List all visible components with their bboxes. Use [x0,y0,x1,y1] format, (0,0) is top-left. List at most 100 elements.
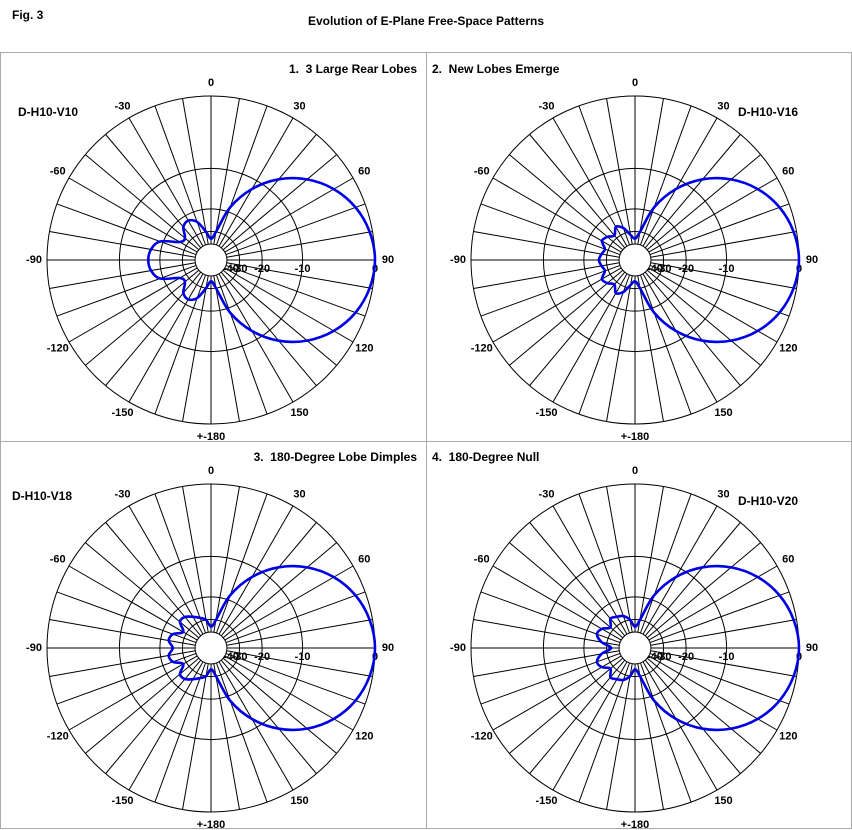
spoke [215,105,268,246]
spoke [648,177,778,253]
angle-label: 60 [358,553,370,565]
angle-label: -60 [474,553,490,565]
spoke [552,505,628,635]
angle-label: -30 [115,101,131,113]
spoke [650,262,797,289]
spoke [492,267,622,343]
spoke [182,275,209,422]
spoke [552,273,628,403]
spoke [637,275,664,422]
spoke [578,274,631,415]
spoke [224,267,354,343]
spoke [642,273,718,403]
spoke [226,650,373,677]
spoke [56,264,197,317]
spoke [222,154,337,251]
spoke [529,659,626,774]
angle-label: -150 [535,407,557,419]
range-label: -20 [678,651,694,663]
angle-label: 60 [782,165,794,177]
spoke [578,493,631,634]
spoke [182,663,209,810]
spoke [182,486,209,633]
spoke [509,542,624,639]
spoke [224,565,354,641]
range-label: -10 [295,651,311,663]
range-label: -40 [223,651,239,663]
panel-title: 1. 3 Large Rear Lobes [289,62,417,76]
spoke [637,98,664,245]
spoke [637,663,664,810]
spoke [648,267,778,343]
angle-label: -90 [450,642,466,654]
angle-label: -60 [474,165,490,177]
spoke [606,275,633,422]
spoke [154,493,207,634]
angle-label: 90 [382,642,394,654]
spoke [68,655,198,731]
polar-chart: -40-30 -20 -10 00306090120150+-180-150-120-… [12,450,417,830]
range-label: -10 [719,263,735,275]
spoke [509,657,624,754]
spoke [473,650,620,677]
pattern-line [597,176,801,344]
spoke [639,105,692,246]
spoke [49,619,196,646]
panel-title: 3. 180-Degree Lobe Dimples [254,450,418,464]
spoke [68,565,198,641]
spoke [649,264,790,317]
angle-label: 0 [632,465,638,477]
spoke [529,522,626,637]
angle-label: -150 [111,795,133,807]
spoke [649,203,790,256]
spoke [220,271,317,386]
spoke [646,269,761,366]
spoke [644,659,741,774]
spoke [552,661,628,791]
angle-label: -120 [471,342,493,354]
spoke [225,652,366,705]
model-label: D-H10-V18 [12,489,72,503]
range-label: -20 [254,651,270,663]
spoke [56,203,197,256]
pattern-line [595,564,801,732]
pattern-line [167,564,377,732]
spoke [154,662,207,803]
spoke [222,542,337,639]
angle-label: 150 [290,795,308,807]
spoke [68,177,198,253]
spoke [646,657,761,754]
spoke [644,271,741,386]
spoke [480,203,621,256]
spoke [213,275,240,422]
range-label: -30 [656,651,672,663]
model-label: D-H10-V20 [738,494,798,508]
spoke [639,662,692,803]
spoke [473,231,620,258]
spoke [105,134,202,249]
spoke [480,264,621,317]
angle-label: 30 [717,489,729,501]
angle-label: 90 [806,254,818,266]
spoke [642,661,718,791]
spoke [128,505,204,635]
spoke [492,177,622,253]
angle-label: +-180 [197,819,225,830]
spoke [226,231,373,258]
angle-label: 30 [717,101,729,113]
spoke [552,117,628,247]
angle-label: 150 [714,795,732,807]
range-label: -30 [232,263,248,275]
spoke [222,657,337,754]
angle-label: -60 [50,553,66,565]
angle-label: -150 [111,407,133,419]
angle-label: +-180 [621,431,649,443]
angle-label: 90 [806,642,818,654]
spoke [509,269,624,366]
spoke [529,134,626,249]
angle-label: 120 [779,730,797,742]
spoke [644,522,741,637]
spoke [220,522,317,637]
spoke [128,661,204,791]
angle-label: -90 [26,254,42,266]
